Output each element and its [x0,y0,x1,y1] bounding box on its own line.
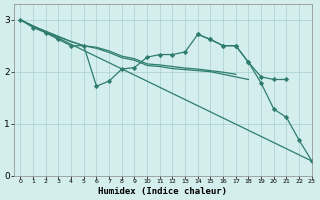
X-axis label: Humidex (Indice chaleur): Humidex (Indice chaleur) [99,187,228,196]
